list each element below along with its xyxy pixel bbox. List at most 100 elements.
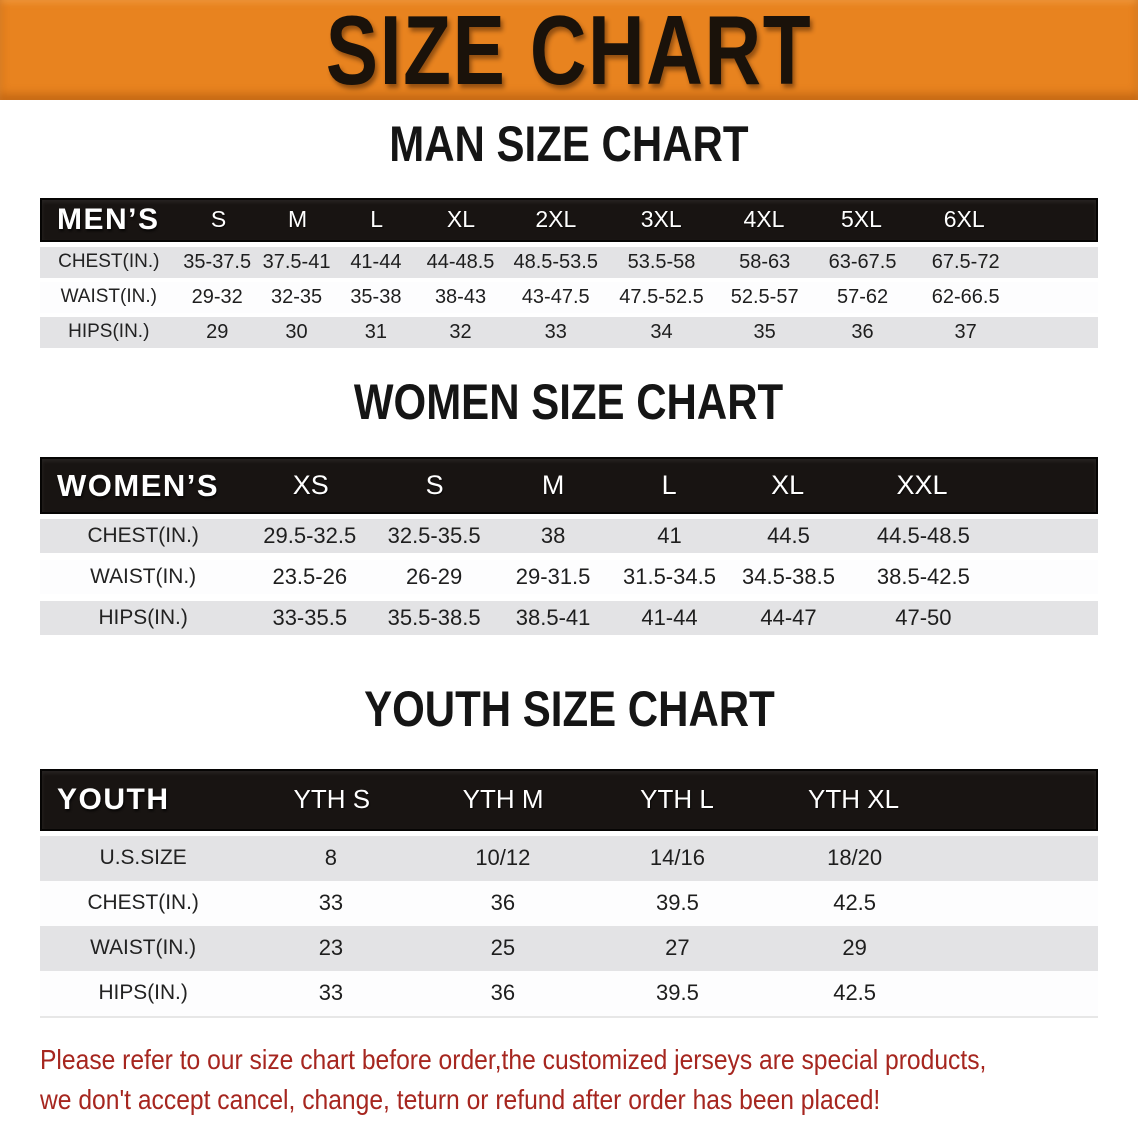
measurement-value-cell: 33 xyxy=(544,320,567,343)
row-spacer-cell xyxy=(997,560,1098,594)
measurement-value-cell: 32-35 xyxy=(270,285,323,308)
row-label-cell: CHEST(IN.) xyxy=(87,524,199,547)
measurement-value-cell: 53.5-58 xyxy=(627,250,696,273)
measurement-value-cell: 33-35.5 xyxy=(272,605,348,630)
measurement-value-cell: 29-31.5 xyxy=(515,564,591,589)
measurement-value-cell: 39.5 xyxy=(655,980,699,1005)
measurement-value-cell: 47-50 xyxy=(895,605,952,630)
measurement-value-cell: 44.5 xyxy=(767,523,810,548)
youth-section-title-text: YOUTH SIZE CHART xyxy=(363,681,775,737)
measurement-value-cell: 38.5-42.5 xyxy=(876,564,970,589)
header-spacer-cell xyxy=(943,771,1096,829)
measurement-value-cell: 38 xyxy=(540,523,566,548)
disclaimer-line-2: we don't accept cancel, change, teturn o… xyxy=(40,1083,881,1115)
women-size-header-cell: XS xyxy=(292,470,329,500)
measurement-value-cell: 10/12 xyxy=(475,845,531,870)
measurement-value-cell: 23 xyxy=(318,935,344,960)
measurement-value-cell: 36 xyxy=(851,320,874,343)
row-spacer-cell xyxy=(1019,247,1098,278)
measurement-value-cell: 42.5 xyxy=(833,980,877,1005)
youth-table-row: HIPS(IN.) 33 36 39.5 42.5 xyxy=(40,970,1098,1016)
men-size-header-cell: M xyxy=(288,206,308,232)
row-label-cell: WAIST(IN.) xyxy=(90,936,197,959)
size-chart-content: MAN SIZE CHART MEN’S S M L XL 2XL 3XL 4XL 5XL 6XL C… xyxy=(0,116,1138,1120)
measurement-value-cell: 29 xyxy=(206,320,229,343)
men-table-row: WAIST(IN.) 29-32 32-35 35-38 38-43 43-47.5 47.… xyxy=(40,281,1098,313)
row-spacer-cell xyxy=(997,601,1098,635)
men-table-header-row: MEN’S S M L XL 2XL 3XL 4XL 5XL 6XL xyxy=(40,197,1098,242)
youth-size-section: YOUTH SIZE CHART YOUTH YTH S YTH M YTH L YTH … xyxy=(40,681,1098,1018)
youth-section-title: YOUTH SIZE CHART xyxy=(40,681,1098,739)
measurement-value-cell: 32 xyxy=(449,320,472,343)
youth-table-header-row: YOUTH YTH S YTH M YTH L YTH XL xyxy=(40,768,1098,831)
men-table-row: CHEST(IN.) 35-37.5 37.5-41 41-44 44-48.5 48.5… xyxy=(40,246,1098,278)
youth-size-header-cell: YTH S xyxy=(293,784,371,814)
youth-category-header-cell: YOUTH xyxy=(57,782,170,816)
measurement-value-cell: 38.5-41 xyxy=(515,605,591,630)
measurement-value-cell: 30 xyxy=(285,320,308,343)
measurement-value-cell: 52.5-57 xyxy=(730,285,799,308)
measurement-value-cell: 36 xyxy=(490,890,516,915)
row-label-cell: WAIST(IN.) xyxy=(90,565,197,588)
measurement-value-cell: 34.5-38.5 xyxy=(742,564,835,589)
measurement-value-cell: 41-44 xyxy=(641,605,698,630)
row-label-cell: HIPS(IN.) xyxy=(98,606,188,629)
youth-table-row: CHEST(IN.) 33 36 39.5 42.5 xyxy=(40,880,1098,926)
disclaimer: Please refer to our size chart before or… xyxy=(40,1040,1138,1120)
row-spacer-cell xyxy=(1019,282,1098,313)
row-spacer-cell xyxy=(945,971,1098,1016)
women-category-header-cell: WOMEN’S xyxy=(57,467,220,503)
row-label-cell: WAIST(IN.) xyxy=(60,286,157,307)
measurement-value-cell: 31.5-34.5 xyxy=(622,564,716,589)
men-table-row: HIPS(IN.) 29 30 31 32 33 34 35 36 37 xyxy=(40,316,1098,348)
measurement-value-cell: 18/20 xyxy=(827,845,883,870)
women-size-header-cell: L xyxy=(661,470,677,500)
women-size-header-cell: XXL xyxy=(896,470,948,500)
measurement-value-cell: 29 xyxy=(842,935,867,960)
women-table-row: HIPS(IN.) 33-35.5 35.5-38.5 38.5-41 41-44 44-… xyxy=(40,601,1098,635)
men-section-title: MAN SIZE CHART xyxy=(40,116,1098,174)
banner-title-text: SIZE CHART xyxy=(325,0,813,100)
men-size-header-cell: S xyxy=(210,206,227,232)
measurement-value-cell: 35.5-38.5 xyxy=(387,605,481,630)
measurement-value-cell: 37 xyxy=(954,320,977,343)
measurement-value-cell: 14/16 xyxy=(649,845,705,870)
women-table-row: WAIST(IN.) 23.5-26 26-29 29-31.5 31.5-34.5 34… xyxy=(40,560,1098,594)
women-section-title-text: WOMEN SIZE CHART xyxy=(354,373,784,430)
measurement-value-cell: 67.5-72 xyxy=(931,250,1000,273)
row-spacer-cell xyxy=(997,519,1098,553)
measurement-value-cell: 8 xyxy=(324,845,338,870)
measurement-value-cell: 44.5-48.5 xyxy=(876,523,970,548)
women-size-header-cell: XL xyxy=(771,470,805,500)
men-size-header-cell: 2XL xyxy=(535,206,577,232)
women-size-header-cell: M xyxy=(541,470,565,500)
measurement-value-cell: 47.5-52.5 xyxy=(619,285,704,308)
measurement-value-cell: 23.5-26 xyxy=(272,564,348,589)
men-size-header-cell: XL xyxy=(446,206,476,232)
youth-size-header-cell: YTH L xyxy=(640,784,714,814)
measurement-value-cell: 38-43 xyxy=(434,285,487,308)
men-size-header-cell: 4XL xyxy=(743,206,785,232)
measurement-value-cell: 57-62 xyxy=(836,285,889,308)
youth-table-row: U.S.SIZE 8 10/12 14/16 18/20 xyxy=(40,835,1098,881)
measurement-value-cell: 25 xyxy=(490,935,516,960)
row-label-cell: HIPS(IN.) xyxy=(98,981,188,1004)
measurement-value-cell: 26-29 xyxy=(405,564,463,589)
row-label-cell: CHEST(IN.) xyxy=(58,251,160,272)
measurement-value-cell: 32.5-35.5 xyxy=(387,523,481,548)
men-size-header-cell: 5XL xyxy=(840,206,882,232)
measurement-value-cell: 41 xyxy=(657,523,682,548)
measurement-value-cell: 43-47.5 xyxy=(521,285,590,308)
measurement-value-cell: 31 xyxy=(364,320,388,343)
women-section-title: WOMEN SIZE CHART xyxy=(40,374,1098,432)
women-size-section: WOMEN SIZE CHART WOMEN’S XS S M L XL XXL CHEST(I… xyxy=(40,374,1098,635)
row-spacer-cell xyxy=(945,836,1098,881)
measurement-value-cell: 39.5 xyxy=(655,890,699,915)
measurement-value-cell: 34 xyxy=(650,320,673,343)
men-size-header-cell: 3XL xyxy=(640,206,682,232)
row-label-cell: CHEST(IN.) xyxy=(87,891,199,914)
row-spacer-cell xyxy=(1019,317,1098,348)
men-section-title-text: MAN SIZE CHART xyxy=(389,116,749,172)
measurement-value-cell: 33 xyxy=(318,890,344,915)
men-size-header-cell: 6XL xyxy=(943,206,985,232)
